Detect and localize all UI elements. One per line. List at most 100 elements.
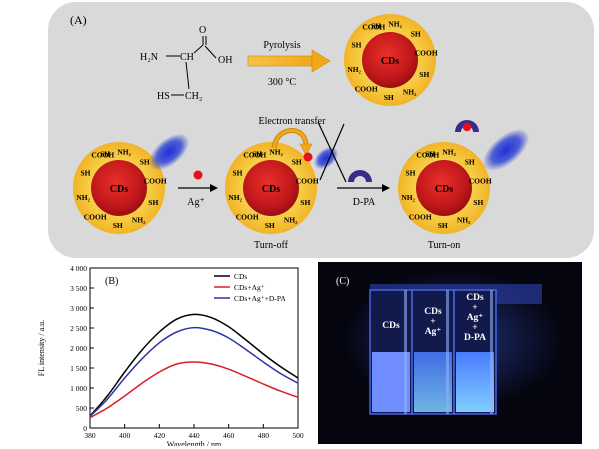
surface-group-label: SH xyxy=(405,168,415,177)
x-tick-label: 380 xyxy=(84,431,96,440)
surface-group-label: SH xyxy=(252,150,262,159)
surface-group-label: SH xyxy=(371,22,381,31)
cuvette-photo: (C) CDs CDs + Ag⁺ CDs + Ag⁺ + D-PA xyxy=(318,262,582,444)
cross-line-2 xyxy=(319,123,345,181)
cuvette-cds-ag-dpa xyxy=(453,289,497,415)
carbon-core xyxy=(416,160,472,216)
cuvette-label: CDs xyxy=(382,321,400,331)
surface-group-label: SH xyxy=(465,157,475,166)
surface-group-label: COOH xyxy=(469,176,492,185)
electron-transfer-label: Electron transfer xyxy=(259,116,327,127)
y-tick-label: 2 500 xyxy=(70,324,87,333)
surface-group-label: SH xyxy=(473,198,483,207)
surface-group-label: COOH xyxy=(296,176,319,185)
surface-group-label: SH xyxy=(113,221,123,230)
cuvette-label: + xyxy=(472,303,477,313)
surface-group-label: SH xyxy=(292,157,302,166)
x-tick-label: 460 xyxy=(223,431,235,440)
surface-group-label: SH xyxy=(425,150,435,159)
thiol-group: HS xyxy=(157,91,170,102)
electron-transfer-arrow xyxy=(271,128,313,156)
surface-group-label: SH xyxy=(411,29,421,38)
surface-group-label: SH xyxy=(80,168,90,177)
surface-group-label: NH₂ xyxy=(347,65,361,74)
y-tick-label: 0 xyxy=(83,424,87,433)
surface-group-label: SH xyxy=(300,198,310,207)
surface-group-label: SH xyxy=(384,93,394,102)
cuvette-label: + xyxy=(472,323,477,333)
alpha-carbon: CH xyxy=(180,52,194,63)
y-tick-label: 2 000 xyxy=(70,344,87,353)
cd-label: CDs xyxy=(435,184,453,195)
hydroxyl-group: OH xyxy=(218,55,232,66)
surface-group-label: SH xyxy=(438,221,448,230)
dpa-icon xyxy=(348,170,372,182)
surface-group-label: COOH xyxy=(415,48,438,57)
h2n-group: H₂N xyxy=(140,52,158,63)
surface-group-label: COOH xyxy=(84,212,107,221)
x-tick-label: 420 xyxy=(154,431,166,440)
x-tick-label: 400 xyxy=(119,431,130,440)
plot-frame xyxy=(89,267,299,429)
cuvette-label: + xyxy=(430,317,435,327)
cd-label: CDs xyxy=(262,184,280,195)
surface-group-label: SH xyxy=(148,198,158,207)
fluorescence-glow-initial xyxy=(148,133,190,171)
fluorescence-glow-turn-on xyxy=(482,129,530,171)
cuvette-label: Ag⁺ xyxy=(467,313,484,323)
series-line-0 xyxy=(89,313,299,417)
surface-group-label: NH₂ xyxy=(76,193,90,202)
surface-group-label: COOH xyxy=(144,176,167,185)
surface-group-label: COOH xyxy=(355,84,378,93)
quenched-glow-icon xyxy=(313,146,339,170)
carbon-core xyxy=(91,160,147,216)
carbon-core xyxy=(362,32,418,88)
carbonyl-oxygen: O xyxy=(199,25,206,36)
pyrolysis-label: Pyrolysis xyxy=(263,40,300,51)
temperature-label: 300 °C xyxy=(268,77,296,88)
surface-group-label: NH₂ xyxy=(442,147,456,156)
y-tick-label: 1 500 xyxy=(70,364,87,373)
legend-label: CDs xyxy=(234,272,247,281)
surface-group-label: SH xyxy=(140,157,150,166)
legend-label: CDs+Ag⁺ xyxy=(234,283,265,292)
surface-group-label: COOH xyxy=(362,23,385,32)
dpa-addition-arrow xyxy=(337,184,390,192)
cd-label: CDs xyxy=(110,184,128,195)
surface-group-label: SH xyxy=(419,70,429,79)
turn-on-label: Turn-on xyxy=(428,240,460,251)
surface-group-label: NH₂ xyxy=(401,193,415,202)
cuvette-label: D-PA xyxy=(464,333,486,343)
x-tick-label: 440 xyxy=(188,431,200,440)
ag-addition-arrow xyxy=(178,184,218,192)
surface-group-label: NH₂ xyxy=(388,19,402,28)
x-axis-label: Wavelength / nm xyxy=(167,440,222,446)
bound-silver-ion-icon xyxy=(303,152,313,162)
pyrolysis-arrow xyxy=(247,49,331,73)
surface-group-label: NH₂ xyxy=(457,215,471,224)
surface-group-label: NH₂ xyxy=(132,215,146,224)
y-axis-label: FL intensity / a.u. xyxy=(37,320,46,376)
y-tick-label: 500 xyxy=(76,404,88,413)
cuvette-label: CDs xyxy=(466,293,484,303)
surface-group-label: SH xyxy=(100,150,110,159)
y-tick-label: 3 000 xyxy=(70,304,87,313)
series-line-1 xyxy=(89,361,299,419)
surface-group-label: COOH xyxy=(236,212,259,221)
y-tick-label: 3 500 xyxy=(70,284,87,293)
cd-label: CDs xyxy=(381,56,399,67)
surface-group-label: SH xyxy=(265,221,275,230)
surface-group-label: NH₂ xyxy=(117,147,131,156)
series-line-2 xyxy=(89,326,299,417)
ag-dpa-complex-icon xyxy=(455,120,479,132)
surface-group-label: NH₂ xyxy=(403,87,417,96)
methylene-group: CH₂ xyxy=(185,91,202,102)
silver-ion-icon xyxy=(193,170,203,180)
carbon-core xyxy=(243,160,299,216)
surface-group-label: NH₂ xyxy=(284,215,298,224)
